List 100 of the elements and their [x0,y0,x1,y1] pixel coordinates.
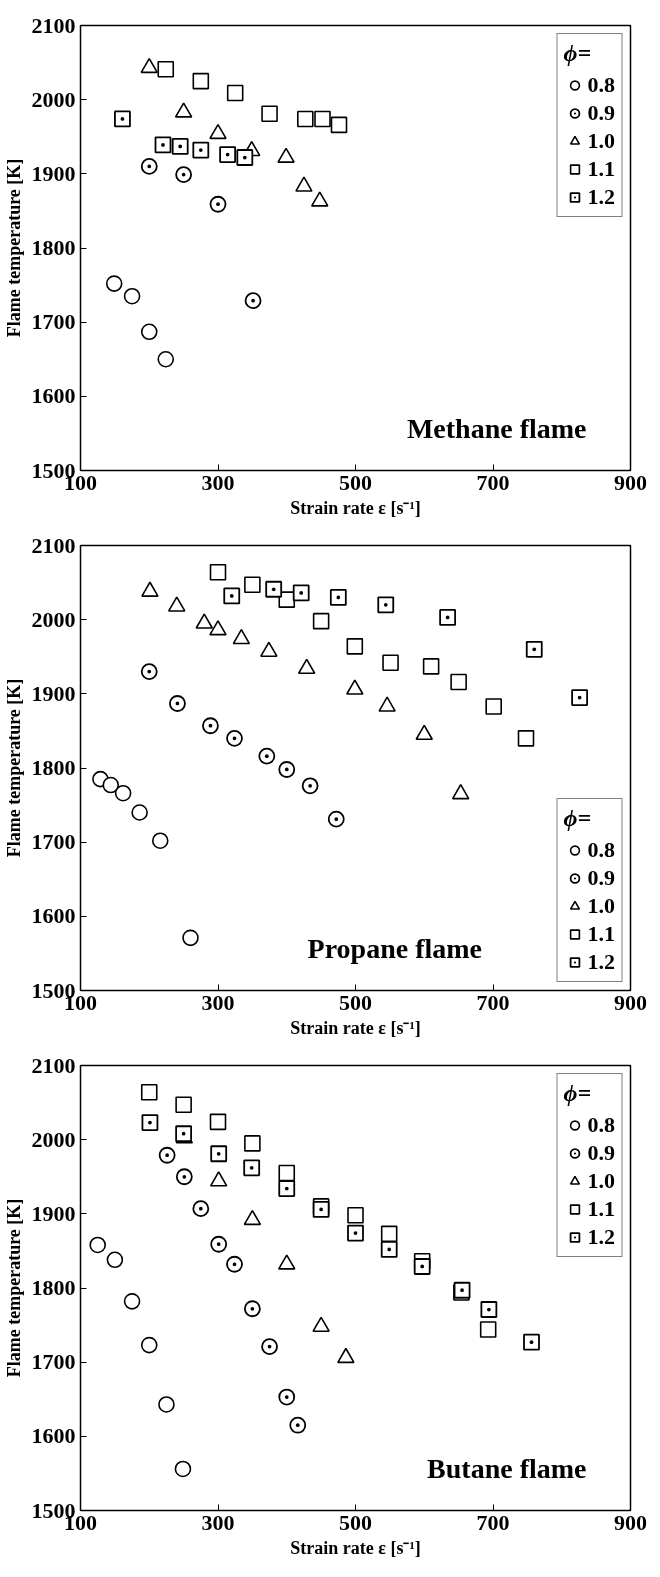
y-axis-title: Flame temperature [K] [3,678,24,858]
point [154,136,172,154]
point [141,1114,159,1132]
point [244,1135,261,1152]
y-tick-label: 2000 [31,86,76,112]
y-tick-label: 1600 [31,903,76,929]
point [330,116,348,134]
point [223,587,241,605]
legend-label: 1.1 [587,156,615,182]
point [243,1159,261,1177]
point [171,137,189,155]
point [517,730,535,747]
legend-label: 1.0 [587,128,615,154]
point [175,1168,193,1186]
point [123,1293,141,1310]
annotation: Propane flame [307,932,482,964]
point [140,323,158,341]
legend-label: 0.8 [587,1112,615,1138]
x-tick-label: 900 [614,989,647,1015]
point [140,158,158,175]
point [209,563,227,581]
point [123,287,141,305]
point [327,810,345,828]
point [289,1416,307,1434]
point [105,275,123,292]
legend-label: 1.0 [587,1168,615,1194]
point [157,60,175,78]
point [158,1146,176,1164]
y-tick-label: 1600 [31,1423,76,1449]
point [226,84,244,102]
point [89,1236,106,1254]
point [131,804,148,821]
legend-title: ϕ= [563,1080,593,1107]
point [312,612,330,630]
point [244,576,261,594]
point [525,640,543,658]
point [261,1338,278,1355]
y-tick-label: 1800 [31,1275,76,1300]
legend-label: 1.2 [587,1224,615,1250]
legend-label: 1.2 [587,184,615,210]
y-tick-label: 1700 [31,829,76,855]
point [209,620,227,636]
point [226,1255,243,1273]
point [278,1388,296,1406]
y-tick-label: 1800 [31,235,76,260]
y-axis-title: Flame temperature [K] [3,1198,24,1378]
legend-label: 0.9 [587,1140,615,1166]
point [258,747,276,765]
x-axis-title: Strain rate ε [s⁻¹] [290,497,421,518]
point [140,1083,158,1101]
point [301,777,319,795]
x-axis-title: Strain rate ε [s⁻¹] [290,1537,421,1558]
point [347,1207,364,1224]
point [175,166,193,183]
legend-label: 0.9 [587,100,615,126]
point [422,658,440,675]
y-tick-label: 2000 [31,606,76,632]
point [278,1180,296,1198]
point [174,1460,192,1478]
point [236,149,254,166]
x-tick-label: 300 [201,469,235,495]
point [450,673,467,691]
x-tick-label: 500 [339,1509,372,1535]
point [278,1164,296,1182]
point [192,141,210,159]
point [192,1200,210,1218]
x-tick-label: 900 [614,469,647,495]
legend-label: 1.1 [587,921,615,947]
point [243,1300,261,1318]
point [169,695,186,712]
y-tick-label: 1900 [31,1200,76,1226]
x-tick-label: 700 [476,1509,510,1535]
point [479,1321,497,1338]
x-axis-title: Strain rate ε [s⁻¹] [290,1017,421,1038]
legend-label: 0.8 [587,72,615,98]
y-axis-title: Flame temperature [K] [3,158,24,338]
legend-title: ϕ= [563,805,593,832]
legend-label: 0.8 [587,837,615,863]
x-tick-label: 500 [339,469,372,495]
point [140,663,158,680]
point [261,105,278,123]
point [244,292,262,310]
point [226,729,243,747]
x-tick-label: 300 [201,1509,235,1535]
y-tick-label: 1600 [31,383,76,409]
y-tick-label: 2000 [31,1126,76,1152]
y-tick-label: 1800 [31,755,76,780]
point [571,689,589,706]
point [158,1396,175,1413]
y-tick-label: 1700 [31,309,76,335]
y-tick-label: 2100 [31,12,76,38]
x-tick-label: 300 [201,989,235,1015]
point [106,1251,124,1269]
point [182,929,199,947]
point [380,1241,398,1258]
point [265,580,283,598]
legend-label: 0.9 [587,865,615,891]
x-tick-label: 700 [476,989,510,1015]
legend-label: 1.0 [587,893,615,919]
y-tick-label: 1700 [31,1349,76,1375]
